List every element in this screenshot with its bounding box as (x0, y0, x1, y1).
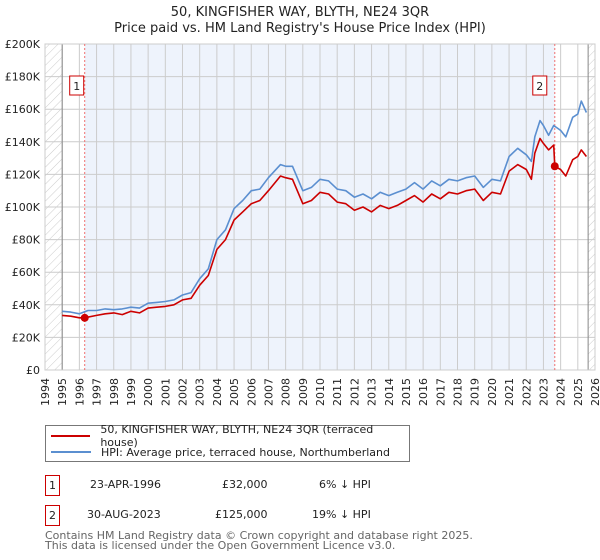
y-tick-label: £80K (12, 234, 41, 247)
x-tick-label: 2008 (280, 378, 293, 406)
y-tick-label: £120K (5, 168, 41, 181)
x-tick-label: 2000 (142, 378, 155, 406)
sale-badge: 2 (45, 505, 60, 526)
x-tick-label: 1994 (39, 378, 52, 406)
property-price-line (62, 137, 588, 319)
x-tick-label: 2009 (297, 378, 310, 406)
sale-label-box (69, 75, 85, 96)
legend-label: HPI: Average price, terraced house, Nort… (101, 445, 390, 459)
legend-swatch-blue (51, 451, 91, 453)
x-tick-label: 2023 (537, 378, 550, 406)
x-tick-label: 2012 (348, 378, 361, 406)
x-tick-label: 2006 (245, 378, 258, 406)
x-tick-label: 2017 (434, 378, 447, 406)
legend: 50, KINGFISHER WAY, BLYTH, NE24 3QR (ter… (45, 423, 410, 462)
sale-price: £32,000 (222, 478, 268, 491)
x-tick-label: 2001 (159, 378, 172, 406)
legend-swatch-red (51, 435, 91, 437)
x-tick-label: 1998 (108, 378, 121, 406)
x-tick-label: 2011 (331, 378, 344, 406)
sale-badge: 1 (45, 475, 60, 496)
y-tick-label: £160K (5, 103, 41, 116)
footer: Contains HM Land Registry data © Crown c… (45, 529, 473, 552)
x-tick-label: 2021 (503, 378, 516, 406)
sale-label-box (532, 75, 548, 96)
y-tick-label: £0 (26, 364, 40, 377)
hpi-line (62, 100, 588, 315)
x-tick-label: 2003 (194, 378, 207, 406)
x-tick-label: 2010 (314, 378, 327, 406)
price-chart: 1994 1995 1996 1997 1998 1999 2000 2001 2002 2003… (5, 38, 600, 406)
x-tick-label: 2004 (211, 378, 224, 406)
x-tick-label: 2005 (228, 378, 241, 406)
x-tick-label: 2022 (520, 378, 533, 406)
x-tick-label: 2002 (177, 378, 190, 406)
x-tick-label: 1995 (56, 378, 69, 406)
x-tick-label: 2018 (452, 378, 465, 406)
sale-date: 23-APR-1996 (90, 478, 162, 491)
x-tick-label: 2020 (486, 378, 499, 406)
x-tick-label: 2025 (572, 378, 585, 406)
sale-price: £125,000 (215, 508, 268, 521)
x-tick-label: 2016 (417, 378, 430, 406)
y-tick-label: £60K (12, 266, 41, 279)
chart-title: 50, KINGFISHER WAY, BLYTH, NE24 3QR (170, 5, 430, 20)
x-tick-label: 2026 (589, 378, 600, 406)
y-tick-label: £140K (5, 136, 41, 149)
legend-label: 50, KINGFISHER WAY, BLYTH, NE24 3QR (ter… (100, 423, 374, 449)
sale-diff: 19% ↓ HPI (312, 508, 371, 521)
legend-item-property: 50, KINGFISHER WAY, BLYTH, NE24 3QR (ter… (51, 423, 409, 449)
sale-point (550, 162, 559, 171)
sale-diff: 6% ↓ HPI (319, 478, 371, 491)
sale-point (80, 313, 89, 322)
y-tick-label: £20K (12, 331, 41, 344)
x-tick-label: 2014 (383, 378, 396, 406)
sale-label: 1 (73, 80, 80, 93)
x-tick-label: 1997 (91, 378, 104, 406)
y-tick-label: £180K (5, 71, 41, 84)
plot-border (44, 43, 596, 371)
y-tick-label: £40K (12, 299, 41, 312)
footer-copyright: Contains HM Land Registry data © Crown c… (45, 529, 473, 542)
x-tick-label: 1996 (73, 378, 86, 406)
sale-label: 2 (536, 80, 543, 93)
x-tick-label: 2013 (366, 378, 379, 406)
legend-item-hpi: HPI: Average price, terraced house, Nort… (51, 444, 390, 460)
y-tick-label: £200K (5, 38, 41, 51)
x-tick-label: 2024 (555, 378, 568, 406)
x-tick-label: 1999 (125, 378, 138, 406)
sale-date: 30-AUG-2023 (87, 508, 161, 521)
x-tick-label: 2007 (262, 378, 275, 406)
footer-licence: This data is licensed under the Open Gov… (45, 539, 396, 552)
x-tick-label: 2015 (400, 378, 413, 406)
x-tick-label: 2019 (469, 378, 482, 406)
y-tick-label: £100K (5, 201, 41, 214)
chart-subtitle: Price paid vs. HM Land Registry's House … (114, 21, 486, 36)
